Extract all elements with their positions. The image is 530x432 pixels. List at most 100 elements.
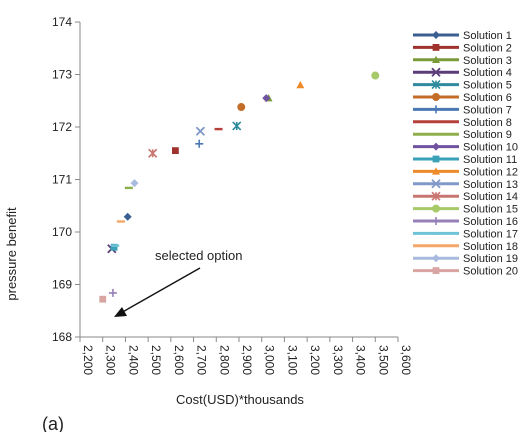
legend-item: Solution 1: [413, 30, 512, 42]
legend-item: Solution 10: [413, 142, 518, 154]
x-tick-label: 2,900: [240, 345, 254, 375]
legend-label: Solution 2: [463, 42, 512, 54]
legend-item: Solution 9: [413, 129, 512, 141]
point-marker: [195, 126, 206, 136]
legend-item: Solution 13: [413, 179, 518, 191]
point-marker: [432, 93, 440, 101]
legend-item: Solution 3: [413, 55, 512, 67]
point-marker: [431, 67, 441, 77]
point-marker: [214, 127, 223, 131]
x-tick-label: 2,400: [126, 345, 140, 375]
point-marker: [431, 179, 441, 189]
data-point-15: [371, 71, 380, 80]
point-marker: [371, 71, 380, 80]
legend-item: Solution 14: [413, 191, 518, 203]
legend-item: Solution 7: [413, 104, 512, 116]
legend-label: Solution 16: [463, 216, 518, 228]
x-tick-label: 3,100: [285, 345, 299, 375]
point-marker: [124, 186, 133, 190]
data-point-9: [124, 186, 133, 190]
y-tick-label: 174: [52, 15, 72, 29]
legend-item: Solution 19: [413, 253, 518, 265]
point-marker: [195, 139, 204, 148]
data-point-8: [214, 127, 223, 131]
point-marker: [148, 148, 158, 158]
point-marker: [431, 80, 441, 90]
x-tick-label: 3,600: [399, 345, 413, 375]
point-marker: [432, 254, 440, 263]
x-tick-label: 2,700: [195, 345, 209, 375]
legend-label: Solution 19: [463, 253, 518, 265]
legend-item: Solution 15: [413, 204, 518, 216]
legend-label: Solution 15: [463, 204, 518, 216]
point-marker: [432, 105, 440, 114]
legend-item: Solution 2: [413, 42, 512, 54]
legend-item: Solution 17: [413, 228, 518, 240]
legend-item: Solution 11: [413, 154, 517, 166]
data-point-6: [237, 103, 246, 112]
data-point-13: [195, 126, 206, 136]
data-point-5: [232, 121, 242, 131]
legend-label: Solution 3: [463, 55, 512, 67]
x-tick-label: 2,300: [104, 345, 118, 375]
point-marker: [116, 220, 125, 223]
legend-item: Solution 4: [413, 67, 512, 79]
legend-label: Solution 13: [463, 179, 518, 191]
y-tick-label: 170: [52, 225, 72, 239]
x-tick-label: 3,500: [376, 345, 390, 375]
y-ticks: 168 169 170 171 172 173 174: [52, 15, 80, 344]
data-point-7: [195, 139, 204, 148]
x-tick-label: 2,800: [217, 345, 231, 375]
point-marker: [130, 179, 139, 188]
legend-item: Solution 20: [413, 266, 518, 278]
point-marker: [262, 94, 271, 103]
panel-label: (a): [42, 414, 64, 432]
legend-item: Solution 18: [413, 241, 518, 253]
data-points: [99, 71, 380, 303]
legend-item: Solution 16: [413, 216, 518, 228]
legend-item: Solution 12: [413, 166, 518, 178]
point-marker: [110, 243, 118, 251]
data-point-2: [172, 147, 179, 155]
point-marker: [432, 31, 440, 39]
annotation-text: selected option: [155, 248, 242, 263]
legend-label: Solution 4: [463, 67, 512, 79]
point-marker: [432, 55, 440, 63]
x-tick-label: 3,300: [331, 345, 345, 375]
annotation: selected option: [114, 248, 242, 317]
legend-label: Solution 8: [463, 117, 512, 129]
legend-label: Solution 17: [463, 228, 518, 240]
legend-item: Solution 6: [413, 92, 512, 104]
y-tick-label: 172: [52, 120, 72, 134]
point-marker: [432, 120, 440, 123]
point-marker: [232, 121, 242, 131]
legend-label: Solution 20: [463, 266, 518, 278]
point-marker: [432, 232, 440, 235]
y-axis-title: pressure benefit: [4, 207, 19, 301]
data-point-12: [296, 81, 305, 89]
point-marker: [431, 191, 441, 201]
legend-label: Solution 1: [463, 30, 512, 42]
data-point-17: [111, 244, 120, 247]
point-marker: [432, 142, 440, 151]
legend-label: Solution 5: [463, 80, 512, 92]
point-marker: [123, 212, 132, 221]
point-marker: [108, 288, 117, 297]
legend-label: Solution 11: [463, 154, 517, 166]
point-marker: [432, 204, 440, 213]
point-marker: [432, 167, 440, 175]
legend-label: Solution 10: [463, 142, 518, 154]
annotation-arrowhead: [114, 307, 127, 317]
data-point-10: [262, 94, 271, 103]
data-point-11: [110, 243, 118, 251]
legend-label: Solution 7: [463, 104, 512, 116]
point-marker: [432, 133, 440, 136]
legend-item: Solution 8: [413, 117, 512, 129]
annotation-arrow: [118, 267, 201, 315]
point-marker: [432, 44, 440, 51]
legend-label: Solution 6: [463, 92, 512, 104]
axes: [79, 22, 398, 338]
point-marker: [237, 103, 246, 112]
